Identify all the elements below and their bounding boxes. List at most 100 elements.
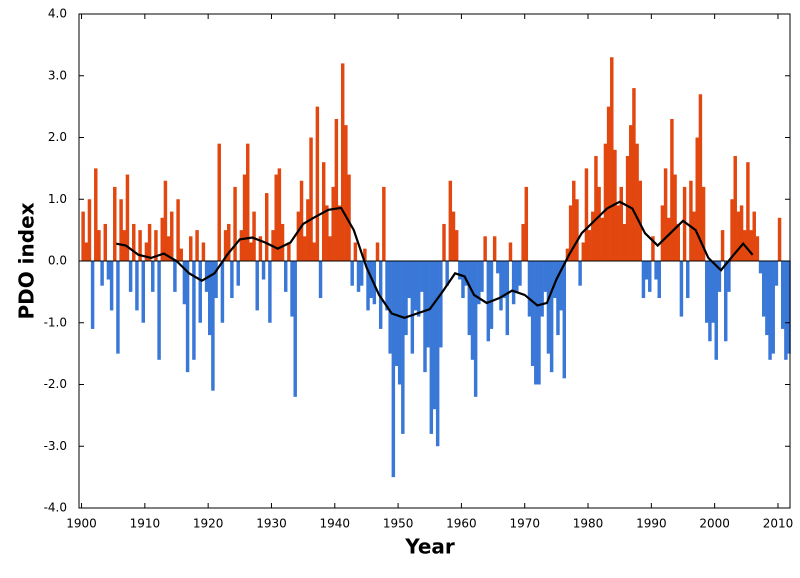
bar: [432, 261, 437, 410]
bar: [486, 261, 491, 342]
bar: [413, 261, 418, 311]
bar: [94, 168, 98, 261]
bar: [312, 242, 316, 261]
bar: [559, 261, 563, 311]
bar: [192, 261, 196, 360]
bar: [663, 168, 668, 261]
bar: [255, 261, 259, 311]
bar: [236, 261, 240, 286]
bar: [594, 156, 598, 261]
bar: [549, 261, 554, 373]
bar: [736, 211, 741, 261]
bar: [518, 261, 522, 286]
bar: [587, 230, 592, 261]
bar: [249, 242, 253, 261]
y-tick-label: 3.0: [48, 68, 67, 82]
bar: [296, 211, 301, 261]
bar: [689, 180, 693, 261]
bar: [749, 230, 753, 261]
bar: [765, 261, 769, 336]
bar: [198, 261, 202, 323]
y-axis-title: PDO index: [15, 202, 39, 319]
bar: [739, 205, 744, 261]
bar: [195, 230, 199, 261]
bar: [473, 261, 478, 397]
bar: [711, 261, 715, 323]
bar: [208, 261, 212, 336]
bar: [648, 261, 652, 292]
bar: [227, 223, 231, 261]
bar: [204, 261, 209, 292]
bar: [521, 223, 525, 261]
bar: [619, 186, 624, 261]
bar: [673, 174, 677, 261]
bar: [290, 261, 294, 317]
bar: [239, 230, 244, 261]
bar: [230, 261, 234, 299]
bar: [315, 106, 320, 261]
x-tick-label: 1940: [320, 517, 351, 531]
bar: [458, 261, 462, 280]
x-tick-label: 1920: [193, 517, 224, 531]
bar: [407, 261, 411, 299]
bar: [189, 236, 193, 261]
bar: [686, 261, 690, 299]
bar: [543, 261, 548, 292]
bar: [258, 236, 263, 261]
bar: [185, 261, 190, 373]
bar: [375, 242, 380, 261]
bar: [211, 261, 215, 391]
bar: [524, 186, 529, 261]
bar: [106, 261, 111, 280]
bar: [233, 186, 237, 261]
bar: [597, 186, 601, 261]
bar: [530, 261, 535, 366]
bar: [657, 261, 661, 299]
bar: [632, 88, 636, 261]
x-tick-label: 2000: [699, 517, 730, 531]
bar: [261, 261, 266, 280]
bar: [394, 261, 399, 366]
bar: [505, 261, 510, 336]
bar: [220, 261, 225, 323]
x-tick-label: 1980: [573, 517, 604, 531]
bar: [584, 168, 589, 261]
bar: [353, 242, 358, 261]
bar: [382, 186, 386, 261]
bar: [667, 217, 671, 261]
bar: [771, 261, 775, 354]
bar: [423, 261, 427, 373]
bar: [277, 168, 282, 261]
bar: [698, 94, 703, 262]
bar: [170, 211, 174, 261]
bar: [245, 143, 250, 261]
bar: [679, 261, 684, 317]
bar: [511, 261, 516, 305]
bar: [708, 261, 712, 342]
bar: [439, 261, 443, 348]
bar: [97, 230, 101, 261]
bar: [344, 125, 348, 262]
bar: [264, 193, 269, 261]
x-tick-label: 1930: [256, 517, 287, 531]
bar: [556, 261, 560, 336]
bar: [448, 180, 453, 261]
bar: [625, 156, 630, 261]
bar: [454, 230, 459, 261]
y-tick-label: 0.0: [48, 254, 67, 268]
bar: [461, 261, 465, 299]
bar: [416, 261, 421, 317]
bar: [363, 248, 367, 261]
bar: [309, 137, 313, 261]
bar: [527, 261, 532, 317]
bar: [651, 236, 655, 261]
bar: [496, 261, 500, 274]
bar: [670, 118, 674, 261]
bar: [426, 261, 430, 348]
bar: [283, 261, 288, 292]
bar: [730, 199, 734, 261]
bar: [752, 211, 756, 261]
bar: [325, 205, 329, 261]
